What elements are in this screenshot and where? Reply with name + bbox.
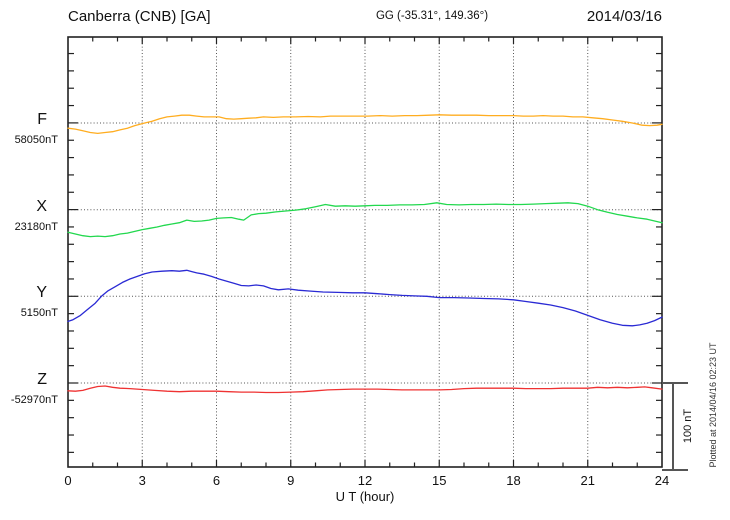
plotted-at-label: Plotted at 2014/04/16 02:23 UT — [708, 342, 718, 468]
x-tick-labels: 0 3 6 9 12 15 18 21 24 — [64, 473, 669, 488]
trace-letter-z: Z — [37, 371, 47, 388]
x-tick-label: 0 — [64, 473, 71, 488]
x-axis-label: U T (hour) — [336, 489, 395, 504]
baseline-value-f: 58050nT — [15, 134, 59, 146]
trace-letter-x: X — [36, 198, 47, 215]
scale-bar-label: 100 nT — [682, 409, 694, 444]
x-tick-label: 21 — [581, 473, 595, 488]
x-tick-label: 15 — [432, 473, 446, 488]
traces — [67, 114, 663, 394]
baseline-value-z: -52970nT — [11, 394, 58, 406]
x-tick-label: 18 — [506, 473, 520, 488]
scale-bar: 100 nT — [662, 382, 694, 471]
station-title: Canberra (CNB) [GA] — [68, 8, 211, 25]
date-label: 2014/03/16 — [587, 8, 662, 25]
geographic-coordinates-label: GG (-35.31°, 149.36°) — [376, 10, 488, 22]
trace-f — [67, 114, 663, 135]
trace-z — [67, 385, 663, 394]
axis-ticks — [68, 37, 662, 467]
trace-letter-f: F — [37, 111, 47, 128]
baseline-value-y: 5150nT — [21, 307, 59, 319]
trace-y — [67, 269, 663, 327]
x-tick-label: 6 — [213, 473, 220, 488]
x-tick-label: 24 — [655, 473, 669, 488]
baseline-value-x: 23180nT — [15, 221, 59, 233]
trace-x — [67, 202, 663, 238]
x-tick-label: 3 — [139, 473, 146, 488]
x-tick-label: 12 — [358, 473, 372, 488]
trace-letter-y: Y — [36, 284, 47, 301]
x-tick-label: 9 — [287, 473, 294, 488]
gridlines — [68, 37, 662, 467]
